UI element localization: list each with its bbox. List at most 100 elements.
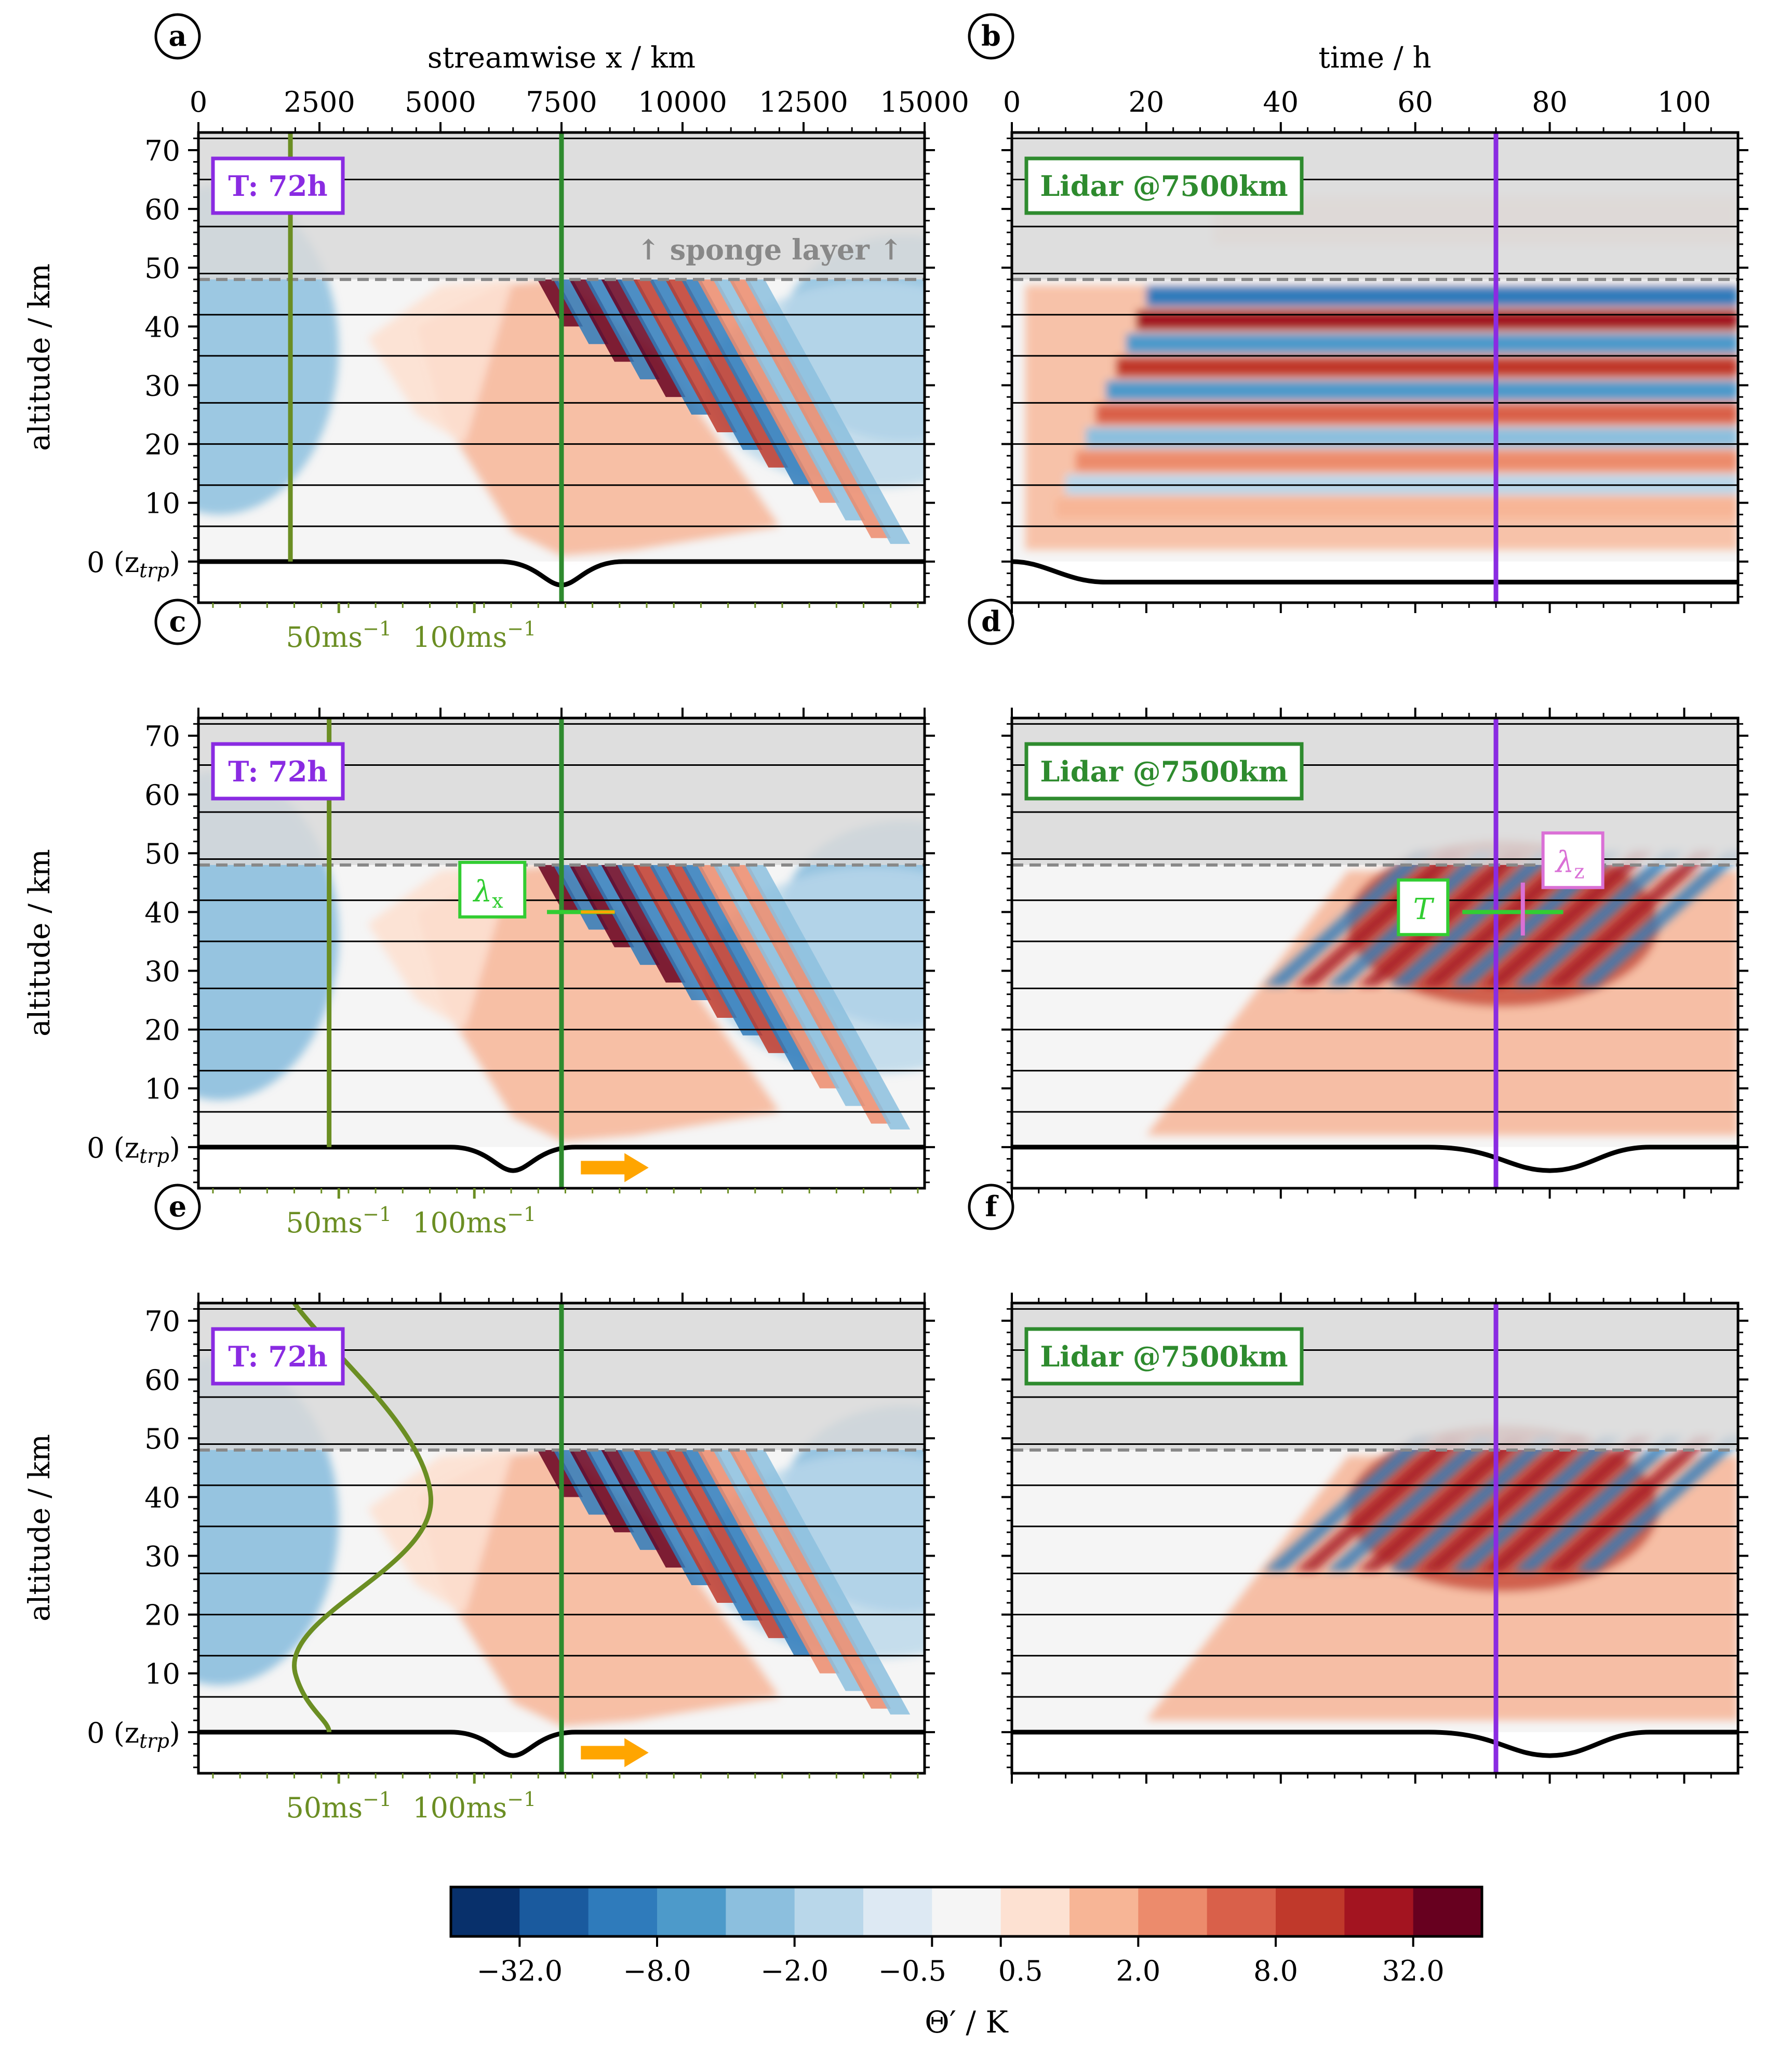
wave-band xyxy=(585,865,660,965)
x-tick-label: 0 xyxy=(190,86,207,118)
panel-letter: b xyxy=(981,19,1001,52)
wave-band xyxy=(681,865,814,1071)
wave-band xyxy=(745,1450,911,1715)
info-box xyxy=(211,742,345,801)
x-tick-label: 0 xyxy=(1003,86,1021,118)
panel-letter: d xyxy=(981,605,1001,638)
x-tick-label: 20 xyxy=(1129,86,1165,118)
y-tick-label: 50 xyxy=(144,252,180,285)
x-tick-label: 15000 xyxy=(880,86,969,118)
panel-letter: e xyxy=(169,1190,186,1223)
wave-band xyxy=(729,279,891,538)
strat-layer xyxy=(1095,404,1738,424)
colorbar-swatch xyxy=(519,1887,589,1936)
y-tick-label: 10 xyxy=(144,1658,180,1691)
x-tick-label: 12500 xyxy=(759,86,848,118)
colorbar-swatch xyxy=(1138,1887,1208,1936)
info-box xyxy=(1024,156,1304,215)
wave-band xyxy=(617,279,712,415)
colorbar-swatch xyxy=(657,1887,726,1936)
y-tick-label: 30 xyxy=(144,1540,180,1573)
y0-subscript: trp xyxy=(139,1145,169,1167)
y0-label: 0 (z xyxy=(87,546,139,579)
warm-envelope-left xyxy=(368,279,513,444)
wind-label-50: 50ms−1 xyxy=(286,617,392,654)
panel-letter: f xyxy=(985,1190,999,1223)
lambda-z-box xyxy=(1541,831,1605,889)
y-tick-label: 30 xyxy=(144,955,180,988)
panel-f: f Lidar @7500km xyxy=(968,1184,1748,1784)
wave-bands xyxy=(1263,1436,1738,1571)
colorbar-tick-label: −0.5 xyxy=(878,1955,946,1987)
y-tick-label: 20 xyxy=(144,1599,180,1632)
wave-band xyxy=(665,279,788,468)
wave-band xyxy=(1481,851,1653,986)
colorbar-tick-label: −32.0 xyxy=(477,1955,563,1987)
time-label: T: 72h xyxy=(228,169,327,203)
y-tick-label: 60 xyxy=(144,1364,180,1397)
lambda-x-label: λx xyxy=(473,875,503,912)
panel-c-field xyxy=(198,718,925,1188)
ground-region xyxy=(1012,1732,1738,1773)
y-tick-label: 60 xyxy=(144,779,180,812)
strat-layer xyxy=(1075,451,1738,471)
lidar-location-label: Lidar @7500km xyxy=(1040,755,1288,788)
colorbar-tick-label: 8.0 xyxy=(1253,1955,1298,1987)
panel-letter-circle xyxy=(968,1184,1014,1230)
wave-band xyxy=(729,865,891,1124)
colorbar-swatch xyxy=(451,1887,520,1936)
colorbar-label: Θ′ / K xyxy=(925,2004,1009,2040)
y-tick-label-zero: 0 (ztrp) xyxy=(87,1717,180,1752)
y0-close: ) xyxy=(169,1717,180,1749)
warm-envelope xyxy=(416,865,780,1141)
info-box xyxy=(1024,742,1304,801)
colorbar-swatch xyxy=(1070,1887,1139,1936)
lidar-location-label: Lidar @7500km xyxy=(1040,1340,1288,1373)
panel-letter: c xyxy=(169,605,186,638)
wave-band xyxy=(553,1450,609,1515)
wave-band xyxy=(617,1450,712,1585)
wave-band xyxy=(1513,851,1685,986)
wave-band xyxy=(1575,1436,1738,1571)
warm-envelope-left xyxy=(368,1450,513,1615)
wave-band xyxy=(601,279,686,397)
isentropes xyxy=(1012,1308,1738,1698)
panel-a-field xyxy=(198,132,925,603)
y-tick-label: 10 xyxy=(144,1073,180,1106)
colorbar-tick-label: −8.0 xyxy=(623,1955,691,1987)
x-tick-label: 60 xyxy=(1397,86,1433,118)
y-tick-label: 70 xyxy=(144,720,180,753)
x-tick-label: 5000 xyxy=(405,86,476,118)
y0-subscript: trp xyxy=(139,1730,169,1752)
y-tick-label: 50 xyxy=(144,838,180,870)
colorbar-swatch xyxy=(1207,1887,1276,1936)
tropopause-line xyxy=(1012,559,1738,585)
y-axis-label: altitude / km xyxy=(23,263,57,451)
wave-bands xyxy=(537,1450,911,1715)
y-tick-label: 10 xyxy=(144,487,180,520)
x-tick-label: 7500 xyxy=(526,86,597,118)
wave-band xyxy=(649,1450,763,1621)
x-tick-label: 80 xyxy=(1532,86,1568,118)
wave-band xyxy=(569,279,635,362)
info-box xyxy=(1024,1327,1304,1386)
wave-band xyxy=(1294,1436,1466,1571)
wind-label-100: 100ms−1 xyxy=(412,1203,536,1239)
sponge-layer-label: ↑ sponge layer ↑ xyxy=(637,233,903,266)
y-tick-label: 50 xyxy=(144,1423,180,1455)
wave-band xyxy=(1481,1436,1653,1571)
wave-band xyxy=(729,1450,891,1709)
strat-layer xyxy=(1146,286,1738,307)
wave-band xyxy=(697,865,840,1088)
time-label: T: 72h xyxy=(228,755,327,788)
wave-band xyxy=(665,865,788,1053)
wave-band xyxy=(745,865,911,1130)
source-motion-arrow xyxy=(581,1738,649,1768)
source-motion-arrow xyxy=(581,1153,649,1183)
y-tick-label: 70 xyxy=(144,135,180,167)
colorbar-swatch xyxy=(794,1887,864,1936)
colorbar-swatch xyxy=(932,1887,1001,1936)
